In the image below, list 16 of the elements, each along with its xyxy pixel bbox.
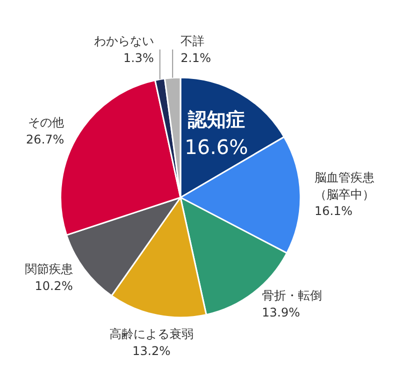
slice-label: その他 <box>28 116 64 130</box>
data-label: 26.7% <box>26 132 64 146</box>
slice-label: 脳血管疾患（脳卒中） <box>314 170 374 202</box>
data-label: 16.6% <box>184 135 248 160</box>
data-label: 2.1% <box>180 50 212 65</box>
slice-label: 高齢による衰弱 <box>109 327 194 342</box>
data-label: 1.3% <box>123 50 154 65</box>
data-label: 10.2% <box>34 278 73 293</box>
slice-label: わからない <box>94 34 154 48</box>
slice-label: 不詳 <box>180 34 205 48</box>
data-label: 13.9% <box>262 305 300 320</box>
slice-label: 関節疾患 <box>24 262 73 276</box>
data-label: 13.2% <box>132 344 170 358</box>
data-label: 16.1% <box>314 204 353 218</box>
slice-label: 骨折・転倒 <box>262 288 322 303</box>
slice-label: 認知症 <box>186 109 245 132</box>
